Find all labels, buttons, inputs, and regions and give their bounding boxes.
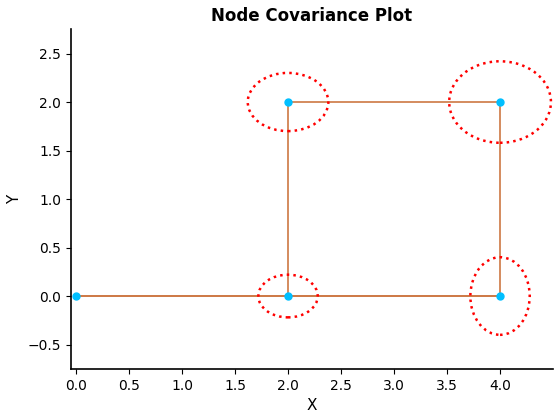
X-axis label: X: X [307, 398, 317, 413]
Y-axis label: Y: Y [7, 194, 22, 204]
Title: Node Covariance Plot: Node Covariance Plot [211, 7, 413, 25]
